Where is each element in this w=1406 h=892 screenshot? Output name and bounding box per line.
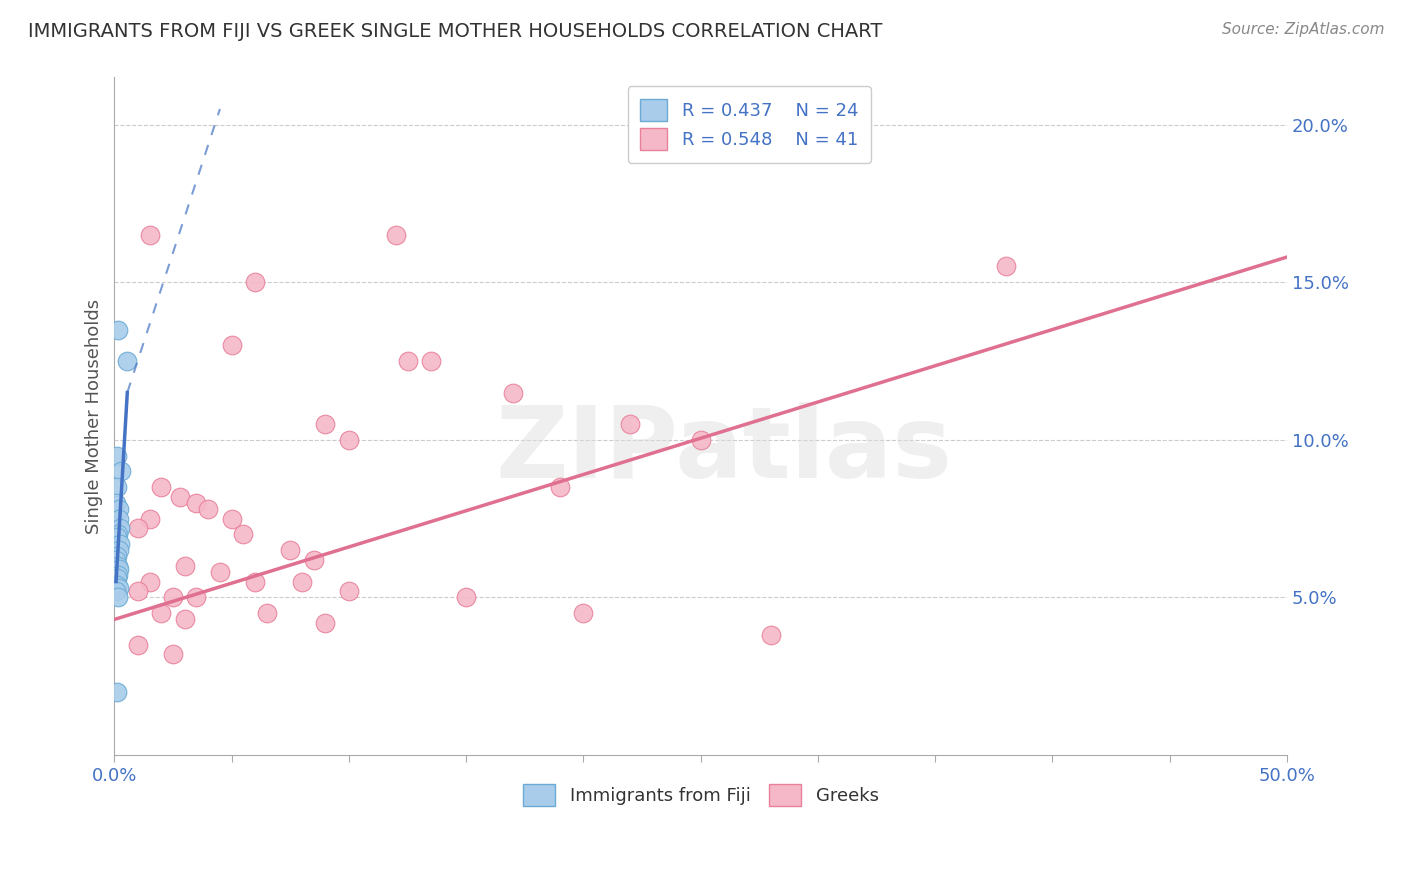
Point bbox=[221, 511, 243, 525]
Point bbox=[243, 574, 266, 589]
Point bbox=[314, 417, 336, 431]
Point bbox=[107, 591, 129, 605]
Point bbox=[127, 638, 149, 652]
Point bbox=[385, 227, 408, 242]
Point bbox=[107, 527, 129, 541]
Y-axis label: Single Mother Households: Single Mother Households bbox=[86, 299, 103, 533]
Point bbox=[173, 612, 195, 626]
Point bbox=[302, 552, 325, 566]
Point bbox=[105, 685, 128, 699]
Point bbox=[994, 260, 1017, 274]
Point bbox=[150, 480, 173, 494]
Point bbox=[108, 537, 131, 551]
Point bbox=[173, 558, 195, 573]
Point bbox=[105, 549, 128, 564]
Point bbox=[502, 385, 524, 400]
Point bbox=[105, 552, 128, 566]
Point bbox=[162, 591, 184, 605]
Point bbox=[572, 606, 595, 620]
Point bbox=[105, 571, 128, 585]
Point bbox=[107, 568, 129, 582]
Point bbox=[337, 584, 360, 599]
Point bbox=[117, 354, 139, 368]
Point bbox=[456, 591, 478, 605]
Point bbox=[548, 480, 571, 494]
Point bbox=[105, 496, 128, 510]
Point bbox=[138, 511, 160, 525]
Point bbox=[256, 606, 278, 620]
Point bbox=[105, 531, 128, 545]
Point bbox=[759, 628, 782, 642]
Point bbox=[127, 584, 149, 599]
Point bbox=[107, 543, 129, 558]
Point bbox=[105, 449, 128, 463]
Point bbox=[243, 275, 266, 289]
Point bbox=[197, 502, 219, 516]
Point bbox=[110, 521, 132, 535]
Legend: Immigrants from Fiji, Greeks: Immigrants from Fiji, Greeks bbox=[516, 777, 886, 814]
Point bbox=[138, 574, 160, 589]
Point bbox=[105, 480, 128, 494]
Text: Source: ZipAtlas.com: Source: ZipAtlas.com bbox=[1222, 22, 1385, 37]
Point bbox=[127, 521, 149, 535]
Point bbox=[105, 584, 128, 599]
Point bbox=[291, 574, 314, 589]
Text: IMMIGRANTS FROM FIJI VS GREEK SINGLE MOTHER HOUSEHOLDS CORRELATION CHART: IMMIGRANTS FROM FIJI VS GREEK SINGLE MOT… bbox=[28, 22, 883, 41]
Text: ZIPatlas: ZIPatlas bbox=[496, 401, 953, 499]
Point bbox=[107, 581, 129, 595]
Point bbox=[186, 591, 208, 605]
Point bbox=[105, 578, 128, 592]
Point bbox=[150, 606, 173, 620]
Point bbox=[186, 496, 208, 510]
Point bbox=[278, 543, 301, 558]
Point bbox=[110, 464, 132, 478]
Point bbox=[221, 338, 243, 352]
Point bbox=[108, 502, 131, 516]
Point bbox=[396, 354, 419, 368]
Point bbox=[337, 433, 360, 447]
Point bbox=[619, 417, 641, 431]
Point bbox=[208, 565, 231, 579]
Point bbox=[107, 511, 129, 525]
Point bbox=[314, 615, 336, 630]
Point bbox=[232, 527, 254, 541]
Point bbox=[689, 433, 711, 447]
Point bbox=[162, 647, 184, 661]
Point bbox=[107, 322, 129, 336]
Point bbox=[169, 490, 191, 504]
Point bbox=[107, 558, 129, 573]
Point bbox=[420, 354, 443, 368]
Point bbox=[108, 562, 131, 576]
Point bbox=[138, 227, 160, 242]
